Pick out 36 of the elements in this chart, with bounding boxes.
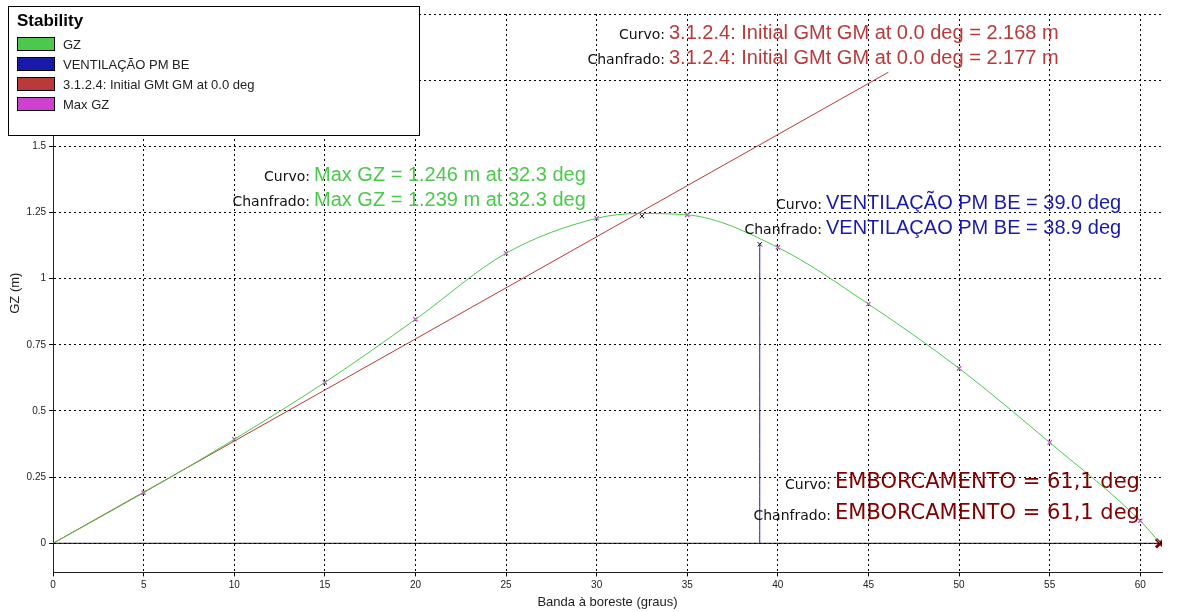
x-tick-label: 25 xyxy=(500,579,513,591)
y-axis-title: GZ (m) xyxy=(7,272,23,314)
point xyxy=(639,213,645,219)
legend-label: GZ xyxy=(63,36,82,52)
x-tick-label: 50 xyxy=(953,579,966,591)
x-axis-title: Banda à boreste (graus) xyxy=(537,593,678,609)
y-tick-label: 1.5 xyxy=(32,140,47,152)
y-tick-label: 0 xyxy=(40,537,47,549)
x-tick-label: 55 xyxy=(1044,579,1056,591)
y-tick-label: 1 xyxy=(40,272,47,284)
annotation: Curvo: Max GZ = 1.246 m at 32.3 deg xyxy=(264,162,586,185)
y-tick-label: 0.75 xyxy=(26,338,47,350)
annotation: Chanfrado: 3.1.2.4: Initial GMt GM at 0.0 deg = 2.177 m xyxy=(587,45,1059,68)
x-tick-label: 5 xyxy=(140,579,147,591)
x-tick-label: 15 xyxy=(319,579,331,591)
legend-label: Max GZ xyxy=(63,96,110,112)
annotation: Curvo: VENTILAÇÃO PM BE = 39.0 deg xyxy=(776,189,1122,213)
legend-title: Stability xyxy=(17,11,85,31)
annotation: Chanfrado: Max GZ = 1.239 m at 32.3 deg xyxy=(232,187,586,210)
point xyxy=(757,241,763,247)
x-tick-label: 40 xyxy=(772,579,784,591)
x-tick-label: 35 xyxy=(681,579,694,591)
x-tick-label: 45 xyxy=(862,579,875,591)
annotation: Curvo: EMBORCAMENTO = 61,1 deg xyxy=(785,469,1140,494)
x-tick-label: 30 xyxy=(591,579,603,591)
x-tick-label: 10 xyxy=(228,579,241,591)
y-tick-label: 1.25 xyxy=(26,206,47,218)
legend-label: VENTILAÇÃO PM BE xyxy=(63,56,190,72)
x-tick-label: 0 xyxy=(50,579,57,591)
x-tick-label: 60 xyxy=(1134,579,1147,591)
x-tick-label: 20 xyxy=(409,579,422,591)
y-tick-label: 0.5 xyxy=(32,404,47,416)
legend-label: 3.1.2.4: Initial GMt GM at 0.0 deg xyxy=(63,76,255,92)
y-tick-label: 0.25 xyxy=(26,470,47,482)
annotation: Curvo: 3.1.2.4: Initial GMt GM at 0.0 deg = 2.168 m xyxy=(619,20,1059,43)
annotation: Chanfrado: VENTILAÇAO PM BE = 38.9 deg xyxy=(744,215,1122,238)
